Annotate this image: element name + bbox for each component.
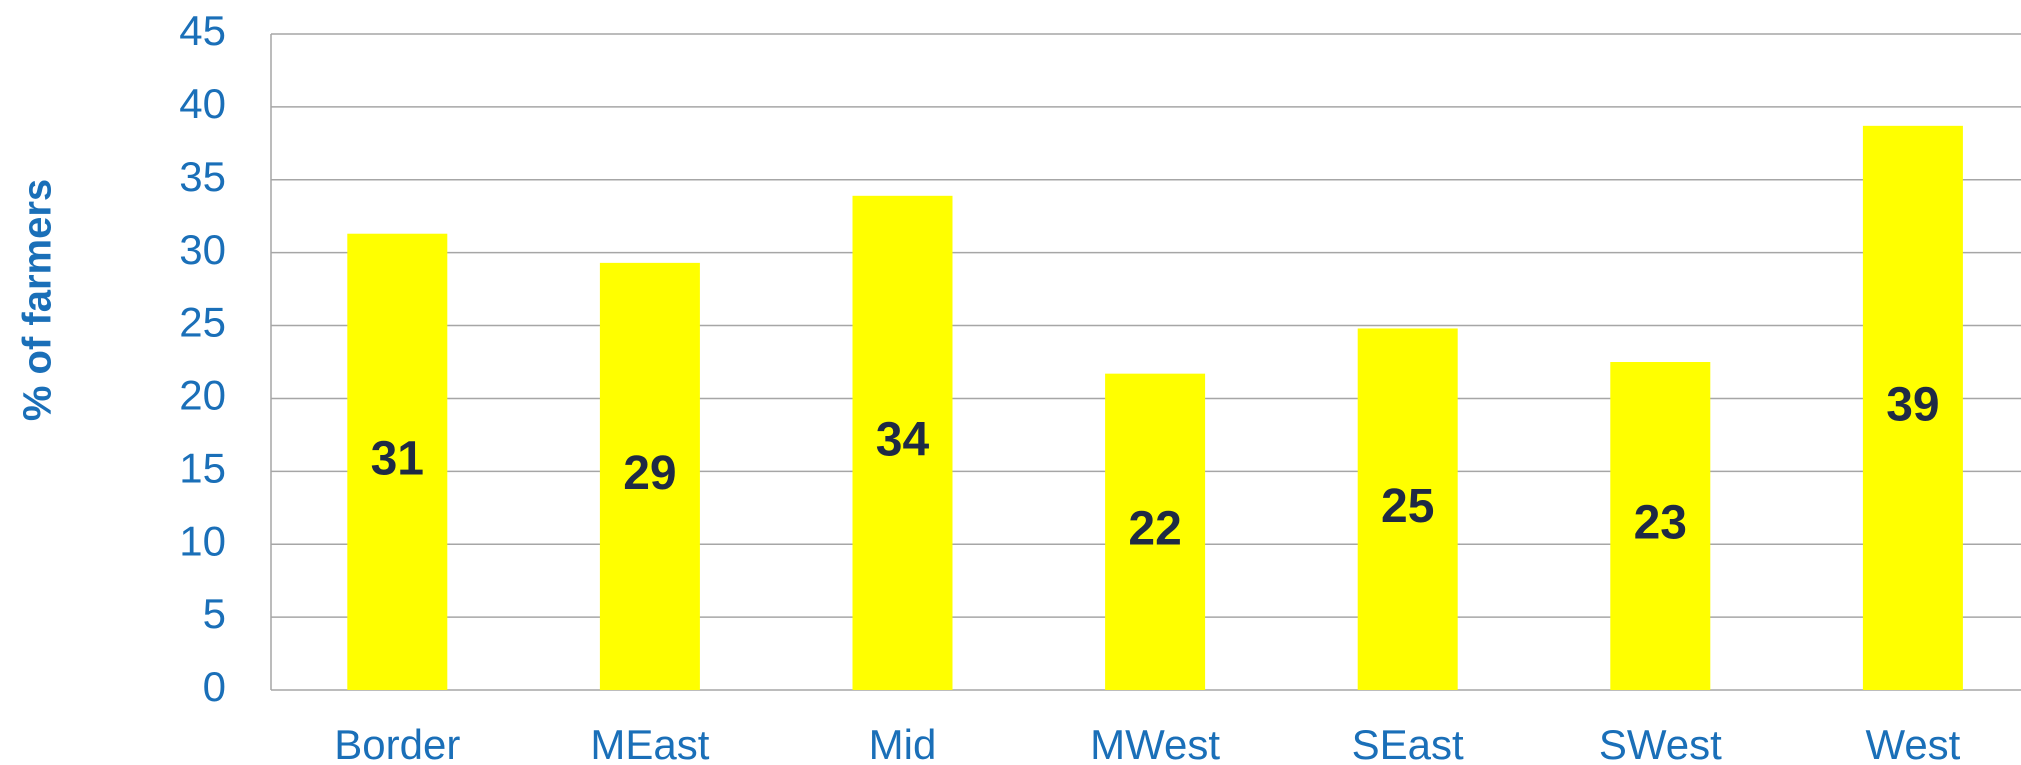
bar bbox=[1862, 125, 1963, 691]
bar bbox=[347, 233, 448, 690]
data-label: 29 bbox=[623, 447, 676, 500]
x-tick-label: SEast bbox=[1352, 721, 1464, 765]
data-label: 39 bbox=[1886, 379, 1939, 432]
x-tick-label: MEast bbox=[590, 721, 709, 765]
bar bbox=[1610, 362, 1711, 690]
y-tick-label: 10 bbox=[179, 517, 226, 564]
x-tick-label: SWest bbox=[1599, 721, 1722, 765]
y-tick-label: 0 bbox=[203, 663, 226, 710]
x-tick-label: MWest bbox=[1090, 721, 1220, 765]
bar bbox=[852, 195, 953, 690]
x-tick-label: West bbox=[1865, 721, 1960, 765]
data-label: 31 bbox=[371, 433, 424, 486]
y-tick-label: 15 bbox=[179, 444, 226, 491]
y-tick-label: 35 bbox=[179, 153, 226, 200]
data-label: 23 bbox=[1634, 497, 1687, 550]
bar bbox=[599, 262, 700, 690]
data-label: 22 bbox=[1128, 503, 1181, 556]
y-axis-label: % of farmers bbox=[16, 179, 60, 421]
y-tick-label: 20 bbox=[179, 372, 226, 419]
y-tick-label: 25 bbox=[179, 299, 226, 346]
bar bbox=[1105, 373, 1206, 690]
data-label: 25 bbox=[1381, 480, 1434, 533]
y-tick-label: 30 bbox=[179, 226, 226, 273]
x-tick-label: Border bbox=[334, 721, 460, 765]
data-label: 34 bbox=[876, 414, 930, 467]
y-tick-label: 40 bbox=[179, 80, 226, 127]
y-tick-label: 45 bbox=[179, 7, 226, 54]
x-tick-label: Mid bbox=[869, 721, 937, 765]
bar bbox=[1357, 328, 1458, 690]
y-tick-label: 5 bbox=[203, 590, 226, 637]
